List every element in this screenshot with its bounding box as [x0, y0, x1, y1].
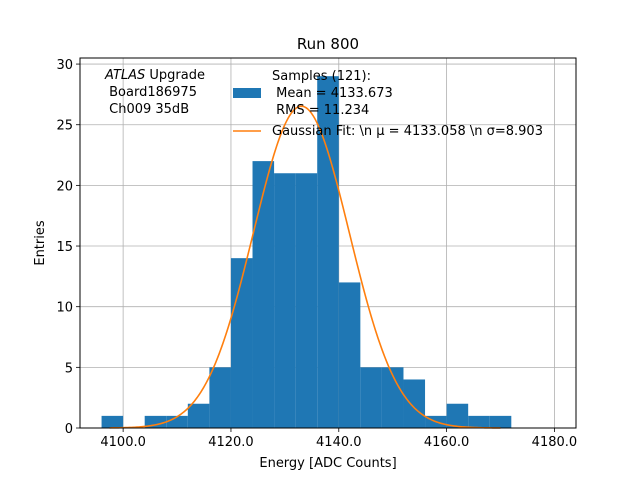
histogram-bar — [252, 161, 275, 429]
histogram-bar — [166, 415, 188, 428]
atlas-label: ATLAS — [104, 68, 145, 83]
y-tick-label: 25 — [56, 119, 73, 134]
histogram-bar — [295, 173, 318, 428]
y-tick-label: 5 — [65, 361, 73, 376]
y-tick-label: 30 — [56, 58, 73, 73]
histogram-bar — [360, 367, 382, 428]
legend: Samples (121): Mean = 4133.673 RMS = 11.… — [233, 69, 543, 139]
legend-hist-line-3: RMS = 11.234 — [272, 103, 369, 118]
y-tick-label: 20 — [56, 179, 73, 194]
annotation-line-1: ATLAS Upgrade — [104, 68, 205, 83]
x-axis-label: Energy [ADC Counts] — [259, 456, 396, 471]
atlas-upgrade-label: Upgrade — [145, 68, 205, 83]
histogram-bar — [403, 379, 426, 428]
y-tick-label: 15 — [56, 240, 73, 255]
histogram-bar — [489, 415, 512, 428]
legend-hist-swatch — [233, 88, 261, 98]
legend-fit-label: Gaussian Fit: \n μ = 4133.058 \n σ=8.903 — [272, 124, 543, 139]
x-tick-label: 4140.0 — [316, 435, 362, 450]
x-tick-label: 4180.0 — [532, 435, 578, 450]
axis-ticks: 4100.0 4120.0 4140.0 4160.0 4180.0 0 5 10 15 20 25… — [56, 58, 577, 450]
annotation-line-2: Board186975 — [105, 85, 197, 100]
chart-title: Run 800 — [297, 35, 359, 53]
legend-hist-line-1: Samples (121): — [272, 69, 371, 84]
plot-frame — [79, 57, 577, 429]
y-axis-label: Entries — [33, 220, 48, 266]
legend-hist-line-2: Mean = 4133.673 — [272, 86, 393, 101]
x-tick-label: 4120.0 — [208, 435, 254, 450]
histogram-bar — [446, 403, 469, 428]
annotation-line-3: Ch009 35dB — [105, 102, 189, 117]
histogram-bar — [317, 76, 339, 429]
histogram-bars — [101, 76, 512, 429]
histogram-bar — [338, 282, 361, 428]
gaussian-fit-curve — [109, 105, 501, 429]
x-tick-label: 4160.0 — [424, 435, 470, 450]
histogram-bar — [187, 403, 210, 428]
x-tick-label: 4100.0 — [100, 435, 146, 450]
histogram-bar — [468, 415, 490, 428]
atlas-annotation: ATLAS Upgrade Board186975 Ch009 35dB — [104, 68, 205, 117]
y-tick-label: 0 — [65, 422, 73, 437]
y-tick-label: 10 — [56, 301, 73, 316]
histogram-bar — [230, 258, 253, 428]
histogram-bar — [101, 415, 124, 428]
histogram-bar — [209, 367, 231, 428]
histogram-bar — [381, 367, 404, 428]
histogram-bar — [274, 173, 296, 428]
